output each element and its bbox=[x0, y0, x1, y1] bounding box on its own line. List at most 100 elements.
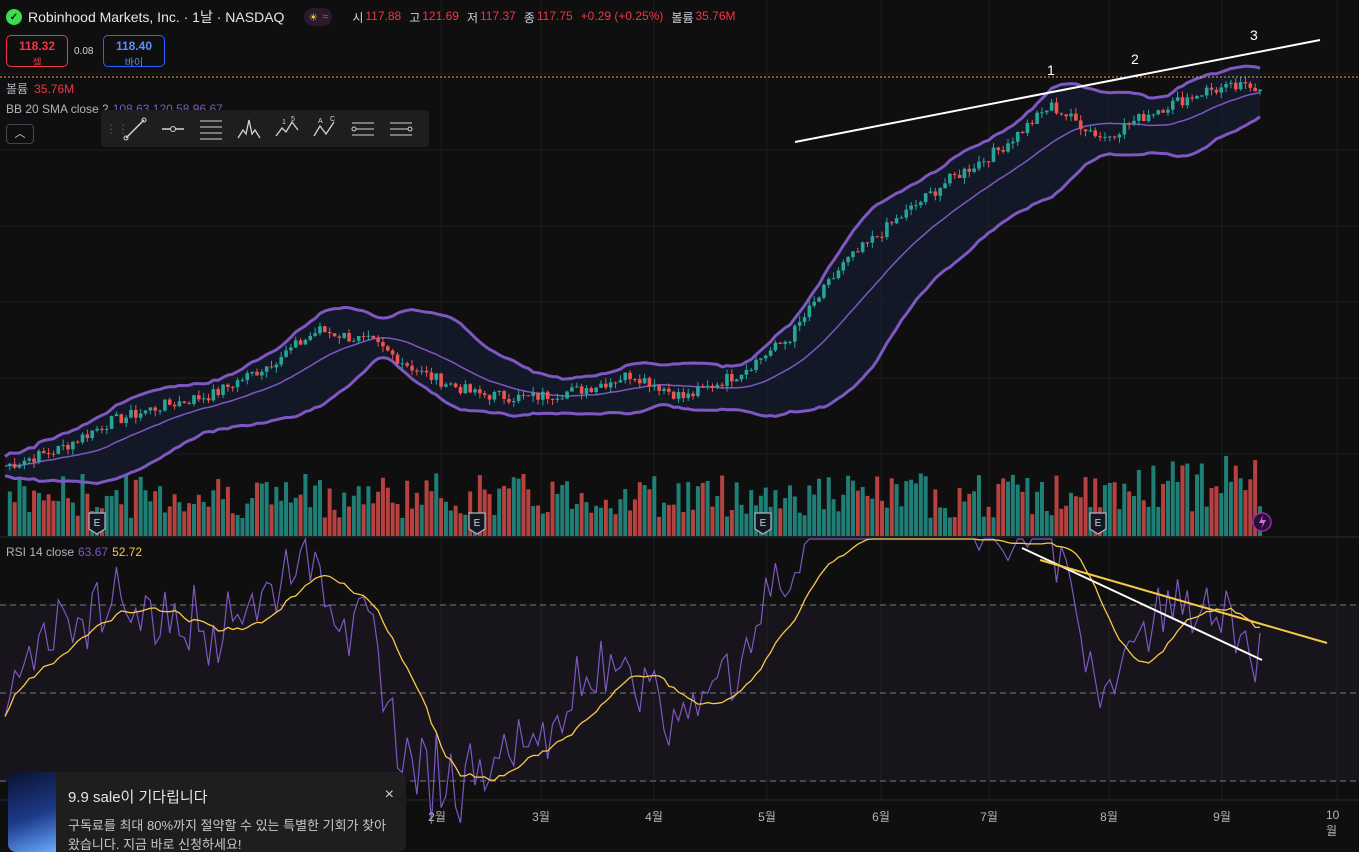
volume-bar bbox=[991, 517, 996, 536]
candle bbox=[521, 394, 526, 396]
candle bbox=[352, 340, 356, 342]
candle bbox=[914, 205, 918, 207]
candle bbox=[8, 463, 12, 467]
candle bbox=[948, 173, 952, 184]
volume-bar bbox=[550, 481, 555, 536]
volume-bar bbox=[245, 503, 250, 536]
candle bbox=[129, 409, 133, 418]
candle bbox=[691, 393, 695, 397]
collapse-legend-button[interactable]: ︿ bbox=[6, 124, 34, 144]
candle bbox=[613, 382, 618, 384]
candle bbox=[584, 388, 589, 394]
candle bbox=[812, 301, 817, 306]
candle bbox=[1219, 87, 1224, 93]
volume-bar bbox=[259, 483, 264, 536]
short-position-tool-icon[interactable] bbox=[383, 114, 419, 144]
market-status-pill[interactable]: ☀ ≈ bbox=[304, 8, 333, 26]
candle bbox=[599, 383, 603, 388]
candle bbox=[875, 236, 880, 238]
candle bbox=[570, 387, 574, 392]
month-label: 4월 bbox=[645, 810, 663, 824]
candle bbox=[822, 284, 826, 298]
candle bbox=[260, 371, 264, 376]
candle bbox=[303, 339, 308, 345]
candle bbox=[1088, 130, 1093, 132]
volume-bar bbox=[783, 498, 788, 536]
volume-bar bbox=[1030, 514, 1035, 536]
volume-bar bbox=[792, 496, 797, 536]
sell-label: 셀 bbox=[32, 58, 42, 69]
candle bbox=[1229, 82, 1233, 84]
volume-bar bbox=[85, 493, 90, 536]
candle bbox=[943, 183, 947, 189]
candle bbox=[104, 428, 109, 430]
candle bbox=[1093, 130, 1098, 137]
candle bbox=[138, 413, 143, 418]
candle bbox=[216, 389, 221, 395]
volume-bar bbox=[797, 512, 802, 536]
candle bbox=[1103, 136, 1107, 138]
volume-bar bbox=[332, 509, 337, 536]
volume-bar bbox=[477, 475, 482, 536]
month-label: 5월 bbox=[758, 810, 776, 824]
buy-price: 118.40 bbox=[115, 39, 153, 53]
candle bbox=[938, 188, 942, 196]
candle bbox=[836, 270, 841, 279]
rsi-ma-line bbox=[4, 538, 1260, 782]
volume-bar bbox=[351, 495, 356, 536]
candle bbox=[492, 391, 497, 400]
volume-bar bbox=[536, 505, 541, 536]
volume-bar bbox=[700, 482, 705, 536]
volume-bar bbox=[850, 480, 855, 536]
volume-bar bbox=[574, 504, 579, 536]
candle bbox=[1006, 143, 1010, 152]
volume-bar bbox=[201, 501, 206, 536]
promo-notification[interactable]: 9.9 sale이 기다립니다 구독료를 최대 80%까지 절약할 수 있는 특… bbox=[8, 772, 406, 852]
volume-bar bbox=[337, 517, 342, 536]
month-label: 6월 bbox=[872, 810, 890, 824]
volume-bar bbox=[632, 499, 637, 536]
volume-legend[interactable]: 볼륨 35.76M bbox=[6, 80, 74, 97]
candle bbox=[1074, 113, 1078, 121]
symbol-title[interactable]: Robinhood Markets, Inc. · 1날 · NASDAQ bbox=[28, 9, 285, 25]
close-icon[interactable]: × bbox=[384, 786, 394, 803]
drag-handle-icon[interactable]: ⋮⋮ bbox=[105, 121, 129, 136]
volume-bar bbox=[526, 489, 531, 536]
buy-button[interactable]: 118.40 바이 bbox=[103, 35, 165, 69]
sell-button[interactable]: 118.32 셀 bbox=[6, 35, 68, 69]
volume-bar bbox=[366, 486, 371, 536]
annotation-3: 3 bbox=[1250, 27, 1258, 43]
candle bbox=[642, 378, 647, 384]
candle bbox=[482, 393, 487, 396]
volume-bar bbox=[657, 516, 662, 536]
volume-bar bbox=[555, 493, 560, 536]
volume-bar bbox=[1195, 474, 1200, 536]
volume-bar bbox=[32, 490, 37, 536]
rsi-legend[interactable]: RSI 14 close 63.67 52.72 bbox=[6, 545, 142, 559]
candle bbox=[831, 278, 836, 280]
candle bbox=[880, 236, 884, 238]
head-shoulders-tool-icon[interactable] bbox=[231, 114, 267, 144]
horizontal-ray-tool-icon[interactable] bbox=[155, 114, 191, 144]
volume-bar bbox=[36, 492, 41, 536]
trend-line-tool-icon[interactable] bbox=[117, 114, 153, 144]
candle bbox=[511, 401, 516, 403]
candle bbox=[143, 410, 148, 414]
long-position-tool-icon[interactable] bbox=[345, 114, 381, 144]
candle bbox=[856, 251, 860, 253]
candle bbox=[797, 321, 802, 326]
volume-bar bbox=[419, 504, 424, 536]
volume-bar bbox=[288, 502, 293, 536]
candle bbox=[1098, 136, 1102, 138]
candle bbox=[730, 374, 734, 382]
volume-bar bbox=[12, 502, 17, 536]
volume-bar bbox=[637, 482, 642, 536]
fib-retracement-tool-icon[interactable] bbox=[193, 114, 229, 144]
volume-bar bbox=[812, 494, 817, 536]
candle bbox=[1166, 109, 1170, 113]
volume-bar bbox=[947, 517, 952, 536]
candle bbox=[996, 147, 1001, 150]
